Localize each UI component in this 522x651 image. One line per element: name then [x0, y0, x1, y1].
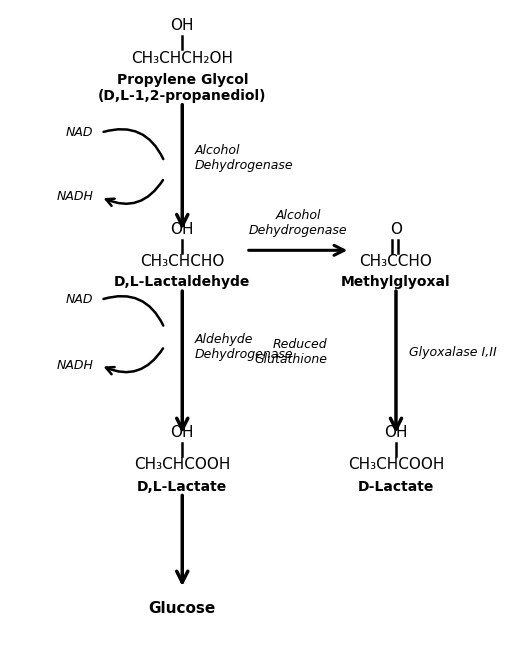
Text: OH: OH — [171, 222, 194, 237]
Text: Alcohol
Dehydrogenase: Alcohol Dehydrogenase — [195, 145, 293, 173]
Text: Reduced
Glutathione: Reduced Glutathione — [254, 339, 327, 367]
Text: Methylglyoxal: Methylglyoxal — [341, 275, 451, 290]
Text: NADH: NADH — [56, 191, 93, 204]
Text: CH₃CCHO: CH₃CCHO — [360, 254, 432, 269]
Text: CH₃CHCOOH: CH₃CHCOOH — [348, 457, 444, 472]
Text: Propylene Glycol
(D,L-1,2-propanediol): Propylene Glycol (D,L-1,2-propanediol) — [98, 73, 267, 103]
Text: CH₃CHCOOH: CH₃CHCOOH — [134, 457, 230, 472]
Text: Aldehyde
Dehydrogenase: Aldehyde Dehydrogenase — [195, 333, 293, 361]
Text: D,L-Lactaldehyde: D,L-Lactaldehyde — [114, 275, 251, 290]
Text: NAD: NAD — [66, 126, 93, 139]
Text: NAD: NAD — [66, 294, 93, 306]
Text: D,L-Lactate: D,L-Lactate — [137, 480, 228, 493]
Text: CH₃CHCH₂OH: CH₃CHCH₂OH — [131, 51, 233, 66]
Text: OH: OH — [384, 425, 408, 440]
Text: D-Lactate: D-Lactate — [358, 480, 434, 493]
Text: Glucose: Glucose — [149, 601, 216, 616]
Text: CH₃CHCHO: CH₃CHCHO — [140, 254, 224, 269]
Text: OH: OH — [171, 425, 194, 440]
Text: Glyoxalase I,II: Glyoxalase I,II — [409, 346, 496, 359]
Text: O: O — [390, 222, 402, 237]
Text: NADH: NADH — [56, 359, 93, 372]
Text: Alcohol
Dehydrogenase: Alcohol Dehydrogenase — [249, 209, 348, 237]
Text: OH: OH — [171, 18, 194, 33]
